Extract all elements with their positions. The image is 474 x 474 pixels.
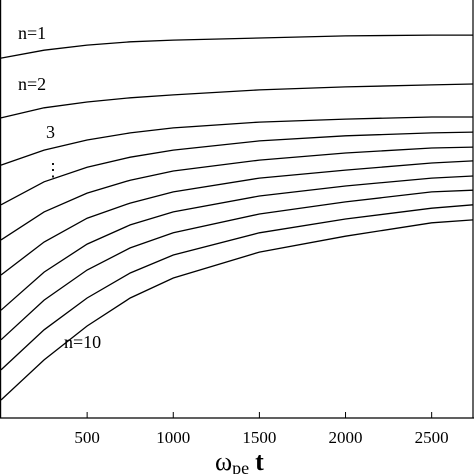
series-label: n=10 (64, 332, 101, 352)
x-tick-label: 500 (74, 428, 100, 447)
curve (0, 83, 474, 119)
curve (0, 131, 474, 206)
x-tick-label: 1500 (242, 428, 276, 447)
curve (0, 34, 473, 59)
x-tick-label: 2000 (329, 428, 363, 447)
x-label-sub: pe (232, 458, 249, 474)
x-tick-label: 1000 (156, 428, 190, 447)
curve (0, 160, 474, 276)
x-tick-label: 2500 (415, 428, 449, 447)
series-label: n=2 (18, 74, 46, 94)
curve (0, 219, 474, 401)
series-label: n=1 (18, 23, 46, 43)
curve (0, 204, 474, 371)
series-label: 3 (46, 122, 55, 142)
curve (0, 175, 474, 311)
curve (0, 146, 474, 241)
annotation: ⋮ (44, 160, 62, 180)
x-label-tail: t (255, 447, 264, 474)
curve (0, 116, 473, 166)
curve (0, 189, 474, 341)
x-axis-label: ωpe t (215, 447, 264, 474)
x-label-main: ω (215, 447, 232, 474)
